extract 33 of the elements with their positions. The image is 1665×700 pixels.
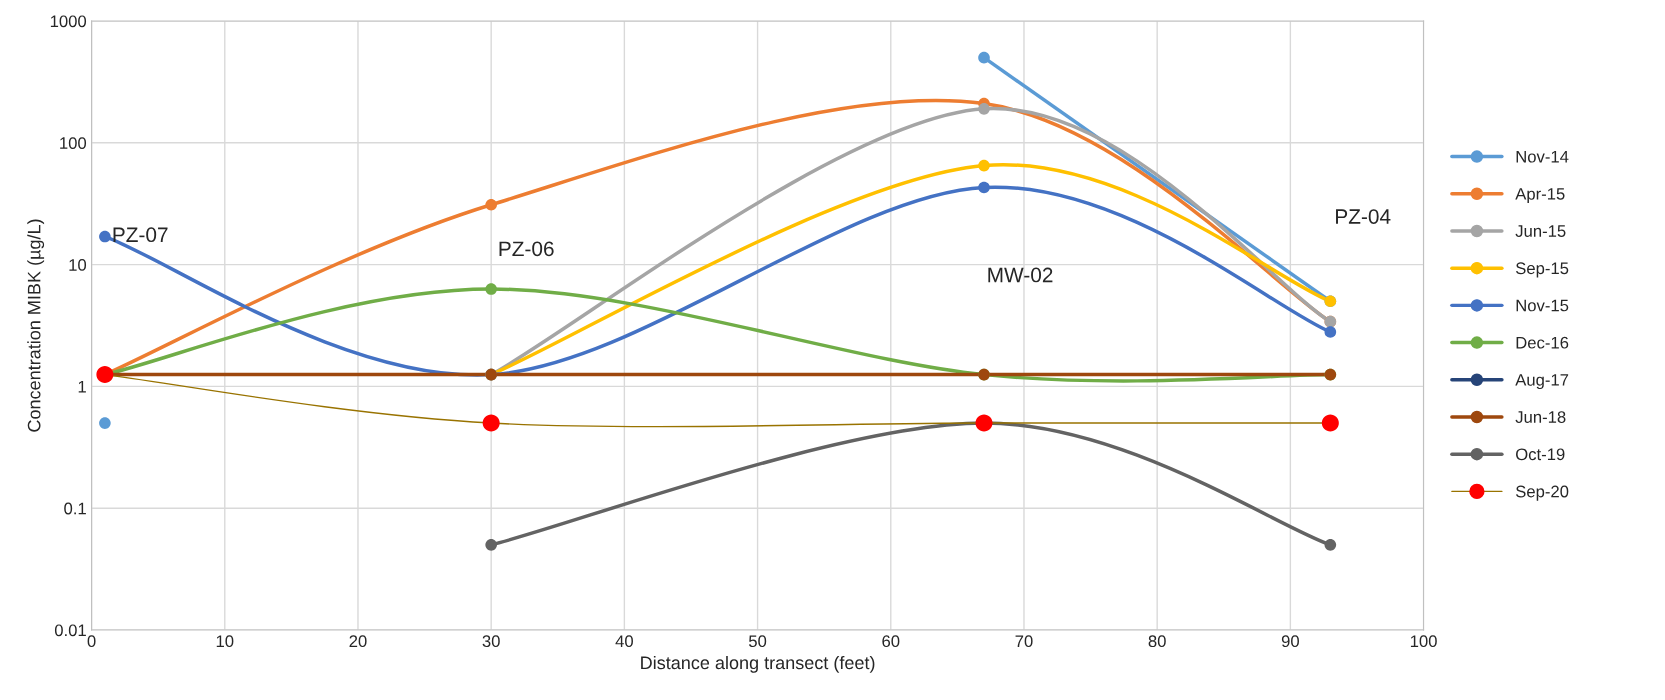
legend-label: Apr-15 [1515,188,1565,204]
x-tick-label: 50 [748,635,767,648]
legend-label: Oct-19 [1516,448,1565,461]
annotation: PZ-06 [499,241,554,257]
x-tick-label: 90 [1281,635,1299,648]
legend-label: Sep-20 [1515,485,1569,501]
x-axis-title: Distance along transect (feet) [641,655,875,673]
x-tick-label: 10 [216,635,234,648]
y-tick-label: 0.01 [54,624,86,637]
annotation: PZ-07 [113,227,168,243]
x-tick-label: 30 [482,635,500,648]
legend-label: Jun-18 [1515,411,1566,423]
y-tick-label: 100 [60,137,87,149]
legend-label: Aug-17 [1515,374,1569,390]
legend-label: Nov-14 [1516,150,1569,163]
x-tick-label: 20 [349,635,367,648]
x-tick-label: 70 [1015,635,1033,648]
legend-label: Jun-15 [1515,225,1566,237]
legend-label: Nov-15 [1516,299,1569,312]
x-tick-label: 40 [615,635,633,648]
y-tick-label: 1000 [50,15,87,28]
x-tick-label: 60 [882,635,900,648]
legend-label: Dec-16 [1516,336,1569,349]
y-axis-title: Concentration MIBK (µg/L) [27,219,45,432]
y-tick-label: 1 [78,380,86,393]
x-tick-label: 80 [1148,635,1166,648]
annotation: PZ-04 [1336,209,1391,224]
y-tick-label: 10 [69,259,87,271]
x-tick-label: 100 [1410,635,1437,648]
x-tick-label: 0 [87,635,96,648]
y-tick-label: 0.1 [64,502,86,515]
annotation: MW-02 [988,267,1053,283]
legend-label: Sep-15 [1515,262,1569,278]
